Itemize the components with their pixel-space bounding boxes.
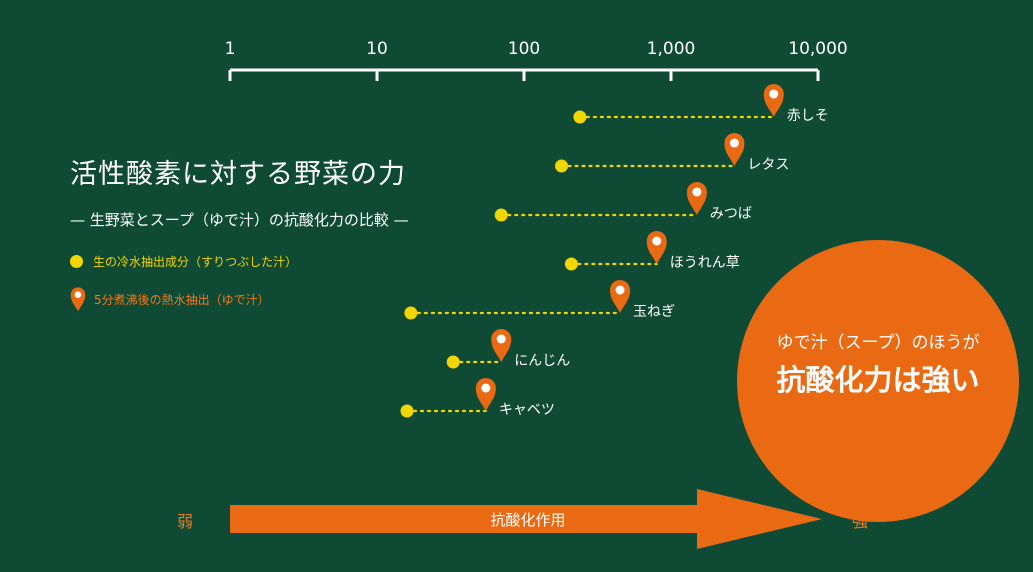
chart-title: 活性酸素に対する野菜の力	[70, 159, 406, 190]
x-tick-label: 10	[366, 39, 388, 59]
vegetable-label: 玉ねぎ	[633, 304, 675, 320]
x-tick-label: 100	[508, 39, 540, 59]
raw-point	[555, 159, 569, 173]
callout-line1: ゆで汁（スープ）のほうが	[776, 333, 980, 353]
boiled-pin-icon	[475, 378, 496, 411]
vegetable-label: みつば	[710, 206, 752, 222]
vegetable-label: にんじん	[514, 353, 570, 369]
boiled-pin-icon	[686, 182, 707, 215]
chart-subtitle: — 生野菜とスープ（ゆで汁）の抗酸化力の比較 —	[70, 211, 409, 229]
boiled-pin-icon	[724, 133, 745, 166]
boiled-pin-icon	[646, 231, 667, 264]
legend-pin-icon	[70, 287, 86, 312]
x-tick-label: 10,000	[788, 39, 847, 59]
boiled-pin-dot	[652, 236, 662, 246]
raw-point	[404, 306, 418, 320]
legend-label-raw: 生の冷水抽出成分（すりつぶした汁）	[93, 255, 298, 269]
x-tick-label: 1	[225, 39, 236, 59]
boiled-pin-icon	[763, 84, 784, 117]
vegetable-label: ほうれん草	[670, 255, 740, 271]
legend-item-boiled: 5分煮沸後の熱水抽出（ゆで汁）	[70, 284, 270, 314]
legend-dot-icon	[70, 255, 83, 268]
strength-arrow	[230, 489, 822, 549]
callout-circle: ゆで汁（スープ）のほうが 抗酸化力は強い	[737, 240, 1019, 522]
legend-item-raw: 生の冷水抽出成分（すりつぶした汁）	[70, 253, 297, 270]
boiled-pin-dot	[729, 138, 739, 148]
raw-point	[564, 257, 578, 271]
boiled-pin-icon	[491, 329, 512, 362]
vegetable-label: レタス	[747, 157, 789, 173]
legend-label-boiled: 5分煮沸後の熱水抽出（ゆで汁）	[94, 292, 270, 307]
raw-point	[400, 404, 414, 418]
boiled-pin-dot	[481, 383, 491, 393]
boiled-pin-dot	[496, 334, 506, 344]
boiled-pin-icon	[610, 280, 631, 313]
x-tick-label: 1,000	[647, 39, 696, 59]
boiled-pin-dot	[769, 89, 779, 99]
raw-point	[573, 110, 587, 124]
raw-point	[446, 355, 460, 369]
boiled-pin-dot	[692, 187, 702, 197]
arrow-label: 抗酸化作用	[490, 511, 565, 529]
callout-line2: 抗酸化力は強い	[776, 363, 980, 397]
vegetable-label: キャベツ	[499, 402, 555, 418]
raw-point	[494, 208, 508, 222]
weak-label: 弱	[177, 512, 194, 531]
vegetable-label: 赤しそ	[787, 108, 829, 124]
boiled-pin-dot	[615, 285, 625, 295]
